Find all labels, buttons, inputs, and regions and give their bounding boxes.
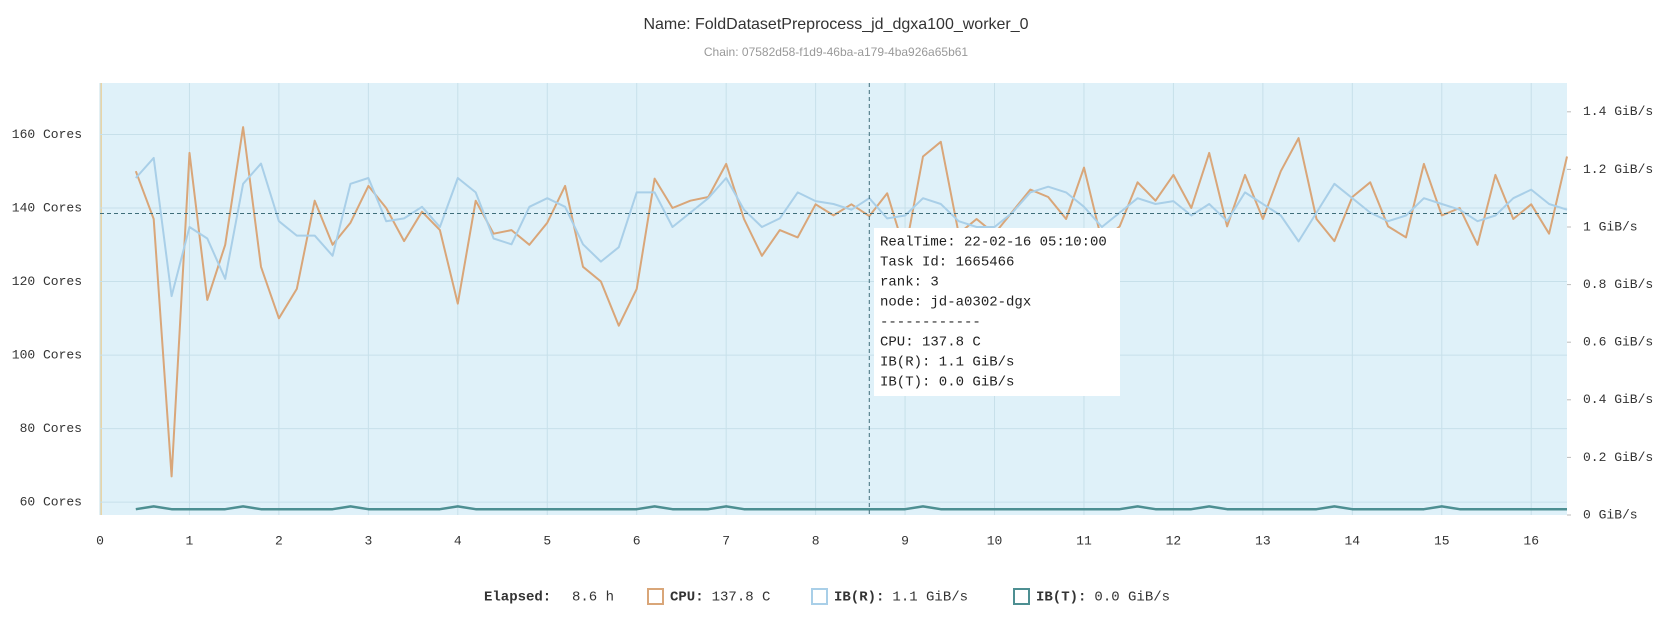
x-tick-label: 6 (633, 533, 641, 548)
tooltip-line: IB(T): 0.0 GiB/s (880, 375, 1014, 391)
tooltip-line: CPU: 137.8 C (880, 335, 981, 351)
x-tick-label: 9 (901, 533, 909, 548)
tooltip-line: IB(R): 1.1 GiB/s (880, 355, 1014, 371)
y2-tick-label: 0.4 GiB/s (1583, 392, 1653, 407)
legend-name: IB(T): (1036, 590, 1086, 606)
y-tick-label: 60 Cores (20, 495, 82, 510)
y2-tick-label: 0.6 GiB/s (1583, 335, 1653, 350)
x-tick-label: 12 (1166, 533, 1182, 548)
legend-swatch (1013, 588, 1030, 605)
y-tick-label: 80 Cores (20, 421, 82, 436)
y-tick-label: 160 Cores (12, 127, 82, 142)
x-tick-label: 2 (275, 533, 283, 548)
y2-tick-label: 0.2 GiB/s (1583, 450, 1653, 465)
x-tick-label: 0 (96, 533, 104, 548)
y-tick-label: 120 Cores (12, 274, 82, 289)
y2-tick-label: 1.2 GiB/s (1583, 162, 1653, 177)
series-line (135, 156, 1568, 298)
x-tick-label: 5 (543, 533, 551, 548)
x-tick-label: 14 (1345, 533, 1361, 548)
y2-tick-label: 0 GiB/s (1583, 507, 1638, 522)
x-tick-label: 15 (1434, 533, 1450, 548)
y2-tick-label: 0.8 GiB/s (1583, 277, 1653, 292)
legend-swatch (811, 588, 828, 605)
x-tick-label: 10 (987, 533, 1003, 548)
chart-title: Name: FoldDatasetPreprocess_jd_dgxa100_w… (643, 16, 1028, 33)
tooltip-line: rank: 3 (880, 275, 939, 291)
series-line (135, 505, 1567, 511)
tooltip-line: node: jd-a0302-dgx (880, 295, 1031, 311)
y2-tick-label: 1 GiB/s (1583, 219, 1638, 234)
tooltip-line: Task Id: 1665466 (880, 255, 1014, 271)
legend-value: 137.8 C (712, 590, 771, 606)
plot-area (100, 83, 1567, 515)
x-tick-label: 11 (1076, 533, 1092, 548)
x-tick-label: 13 (1255, 533, 1271, 548)
y-tick-label: 140 Cores (12, 200, 82, 215)
legend-swatch (647, 588, 664, 605)
tooltip-box (874, 228, 1120, 396)
x-tick-label: 8 (812, 533, 820, 548)
y2-tick-label: 1.4 GiB/s (1583, 104, 1653, 119)
legend-name: IB(R): (834, 590, 884, 606)
legend-value: 1.1 GiB/s (892, 590, 968, 606)
legend-name: CPU: (670, 590, 704, 606)
legend-elapsed-label: Elapsed: (484, 590, 551, 606)
chart-subtitle: Chain: 07582d58-f1d9-46ba-a179-4ba926a65… (704, 45, 969, 59)
legend-elapsed-value: 8.6 h (572, 590, 614, 606)
y-tick-label: 100 Cores (12, 348, 82, 363)
tooltip-line: RealTime: 22-02-16 05:10:00 (880, 235, 1107, 251)
tooltip-line: ------------ (880, 315, 981, 331)
x-tick-label: 16 (1523, 533, 1539, 548)
legend-value: 0.0 GiB/s (1094, 590, 1170, 606)
x-tick-label: 7 (722, 533, 730, 548)
x-tick-label: 4 (454, 533, 462, 548)
x-tick-label: 1 (186, 533, 194, 548)
x-tick-label: 3 (364, 533, 372, 548)
